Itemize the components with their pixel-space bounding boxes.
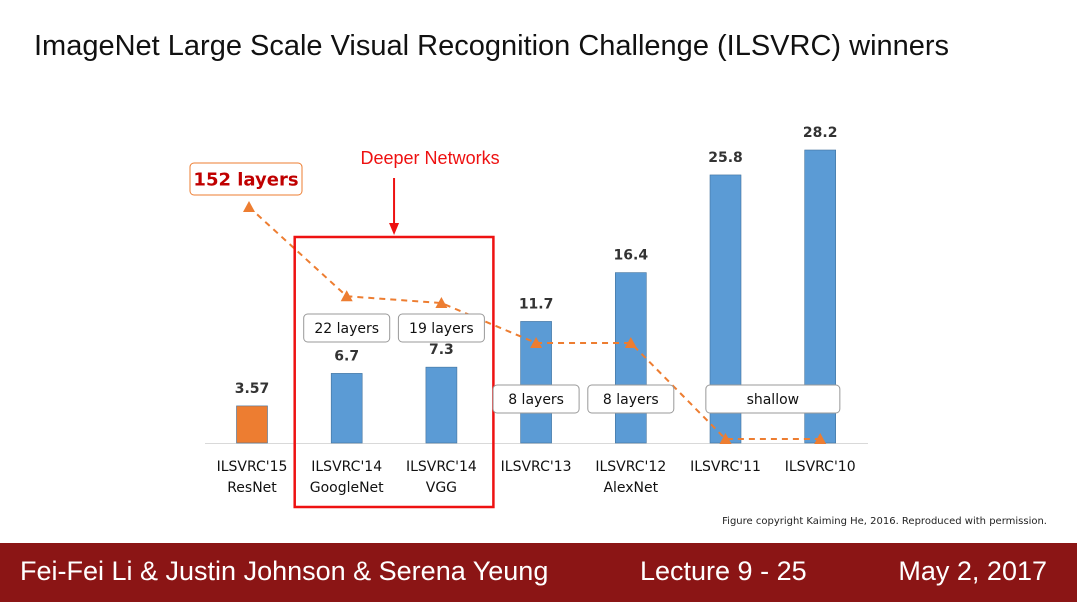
deeper-networks-box bbox=[293, 235, 495, 509]
layer-label-box bbox=[397, 313, 485, 343]
bar bbox=[614, 272, 647, 444]
deeper-networks-label: Deeper Networks bbox=[361, 148, 500, 168]
layer-trend-marker bbox=[530, 336, 543, 348]
layer-trend-marker bbox=[719, 433, 732, 444]
value-label: 11.7 bbox=[519, 296, 554, 312]
value-label: 25.8 bbox=[708, 150, 743, 166]
bar bbox=[330, 373, 363, 444]
x-tick-label: AlexNet bbox=[603, 480, 658, 496]
x-tick-label: ILSVRC'14 bbox=[311, 459, 382, 475]
value-label: 16.4 bbox=[614, 248, 649, 264]
x-tick-label: ILSVRC'14 bbox=[406, 459, 477, 475]
layer-trend-marker bbox=[814, 433, 827, 444]
x-tick-label: GoogleNet bbox=[310, 480, 384, 496]
layer-trend-marker bbox=[435, 297, 448, 309]
layer-label: 19 layers bbox=[409, 321, 474, 337]
layer-label-box bbox=[705, 384, 841, 414]
value-label: 7.3 bbox=[429, 342, 454, 358]
footer-date: May 2, 2017 bbox=[898, 556, 1047, 586]
bar bbox=[236, 405, 268, 444]
layer-label: 152 layers bbox=[193, 169, 298, 190]
layer-label: 22 layers bbox=[314, 321, 379, 337]
x-tick-label: ILSVRC'12 bbox=[595, 459, 666, 475]
x-tick-label: VGG bbox=[426, 480, 457, 496]
layer-label-box bbox=[587, 384, 675, 414]
bar bbox=[425, 366, 458, 444]
footer-lecture: Lecture 9 - 25 bbox=[640, 556, 807, 586]
layer-label-box bbox=[492, 384, 580, 414]
footer-authors: Fei-Fei Li & Justin Johnson & Serena Yeu… bbox=[20, 556, 549, 586]
layer-label: shallow bbox=[747, 392, 800, 408]
footer-bar: Fei-Fei Li & Justin Johnson & Serena Yeu… bbox=[0, 543, 1077, 602]
value-label: 6.7 bbox=[334, 348, 359, 364]
ilsvrc-bar-chart: 3.57 ILSVRC'15 ResNet 6.7 ILSVRC'14 GoogleNet… bbox=[189, 125, 868, 509]
x-tick-label: ResNet bbox=[227, 480, 277, 496]
value-label: 3.57 bbox=[235, 381, 270, 397]
layer-label: 8 layers bbox=[603, 392, 659, 408]
x-tick-label: ILSVRC'15 bbox=[217, 459, 288, 475]
figure-copyright: Figure copyright Kaiming He, 2016. Repro… bbox=[722, 516, 1047, 527]
layer-label: 8 layers bbox=[508, 392, 564, 408]
layer-label-box bbox=[189, 162, 303, 196]
x-tick-label: ILSVRC'10 bbox=[785, 459, 856, 475]
value-label: 28.2 bbox=[803, 125, 838, 141]
layer-label-box bbox=[303, 313, 391, 343]
slide-title: ImageNet Large Scale Visual Recognition … bbox=[34, 30, 950, 62]
x-tick-label: ILSVRC'11 bbox=[690, 459, 761, 475]
layer-trend-marker bbox=[243, 201, 255, 212]
layer-trend-marker bbox=[624, 336, 637, 348]
layer-trend-marker bbox=[340, 290, 353, 302]
callout-arrow-head bbox=[389, 223, 400, 235]
x-tick-label: ILSVRC'13 bbox=[501, 459, 572, 475]
